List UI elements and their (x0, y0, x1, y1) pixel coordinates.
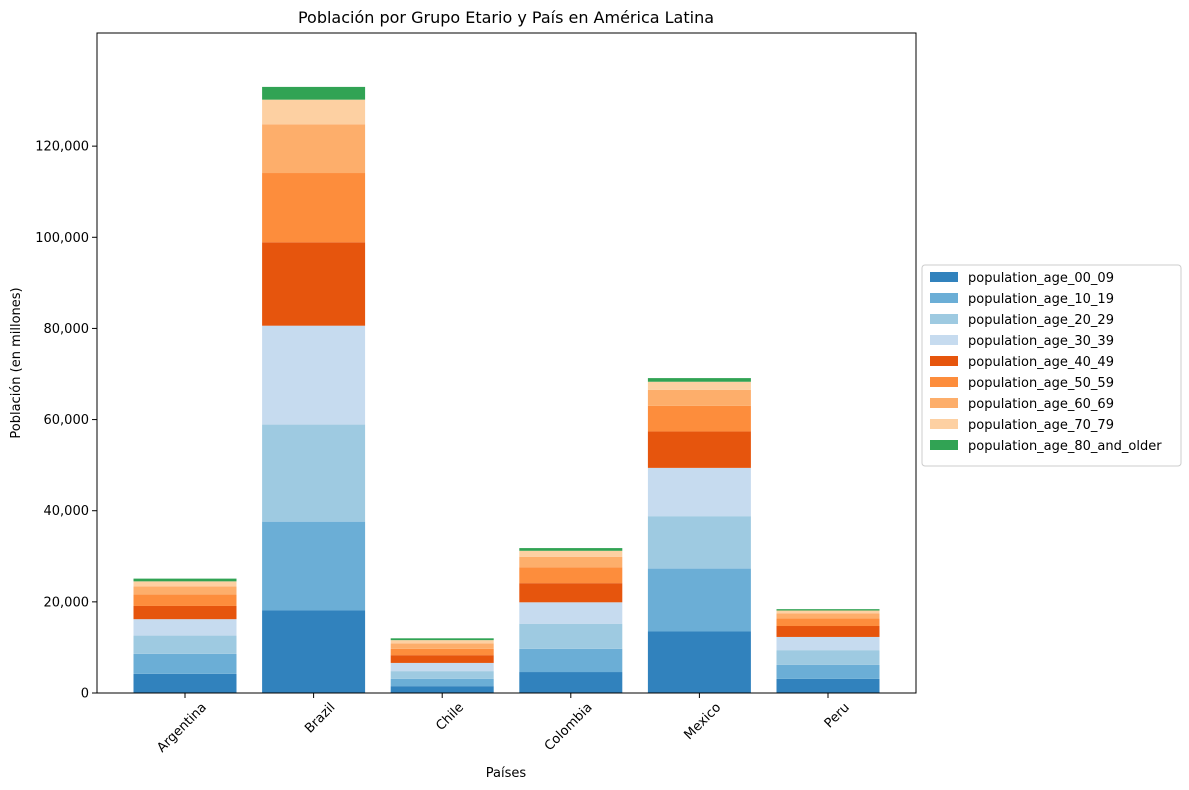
bar-colombia-population_age_30_39 (519, 602, 623, 624)
bar-brazil-population_age_30_39 (262, 325, 366, 425)
bar-argentina-population_age_30_39 (133, 619, 237, 636)
bar-peru-population_age_40_49 (776, 626, 880, 637)
bar-mexico-population_age_40_49 (647, 431, 751, 468)
x-axis: Argentina Brazil Chile Colombia Mexico Peru (154, 693, 853, 756)
legend-swatch-population_age_60_69 (930, 398, 958, 408)
legend-swatch-population_age_20_29 (930, 314, 958, 324)
legend-label-population_age_50_59: population_age_50_59 (968, 376, 1114, 391)
bar-brazil-population_age_80_and_older (262, 86, 366, 100)
bar-mexico-population_age_50_59 (647, 405, 751, 432)
bar-argentina-population_age_80_and_older (133, 578, 237, 582)
legend-box (921, 264, 1182, 467)
y-tick-label: 100,000 (35, 231, 89, 246)
bars-layer (133, 86, 880, 693)
bar-colombia-population_age_80_and_older (519, 548, 623, 551)
bar-colombia-population_age_20_29 (519, 623, 623, 649)
legend-swatch-population_age_30_39 (930, 335, 958, 345)
bar-colombia-population_age_40_49 (519, 583, 623, 603)
bar-mexico-population_age_10_19 (647, 568, 751, 632)
legend-swatch-population_age_40_49 (930, 356, 958, 366)
plot-frame (96, 32, 917, 694)
bar-mexico-population_age_00_09 (647, 631, 751, 693)
x-tick-label-chile: Chile (433, 700, 467, 734)
bar-argentina-population_age_00_09 (133, 673, 237, 693)
bar-colombia-population_age_60_69 (519, 556, 623, 568)
x-tick-label-colombia: Colombia (542, 700, 596, 754)
bar-colombia-population_age_10_19 (519, 648, 623, 673)
x-axis-label: Países (486, 766, 527, 781)
y-tick-label: 0 (81, 687, 89, 702)
bar-colombia-population_age_70_79 (519, 550, 623, 557)
legend: population_age_00_09 population_age_10_19… (921, 264, 1182, 467)
bar-chile-population_age_60_69 (390, 643, 494, 649)
bar-chile-population_age_70_79 (390, 640, 494, 644)
legend-swatch-population_age_10_19 (930, 293, 958, 303)
bar-chile-population_age_00_09 (390, 686, 494, 693)
y-tick-label: 120,000 (35, 140, 89, 155)
y-axis: 0 20,000 40,000 60,000 80,000 100,000 120,000 (35, 140, 97, 702)
bar-argentina-population_age_70_79 (133, 581, 237, 587)
bar-chile-population_age_20_29 (390, 671, 494, 679)
legend-swatch-population_age_00_09 (930, 272, 958, 282)
legend-swatch-population_age_50_59 (930, 377, 958, 387)
bar-peru-population_age_70_79 (776, 610, 880, 614)
bar-mexico-population_age_30_39 (647, 467, 751, 517)
bar-brazil-population_age_20_29 (262, 424, 366, 522)
bar-argentina-population_age_60_69 (133, 586, 237, 595)
bar-colombia-population_age_00_09 (519, 672, 623, 693)
y-tick-label: 60,000 (44, 413, 90, 428)
legend-label-population_age_20_29: population_age_20_29 (968, 313, 1114, 328)
legend-label-population_age_30_39: population_age_30_39 (968, 334, 1114, 349)
x-tick-label-brazil: Brazil (302, 700, 338, 736)
bar-peru-population_age_20_29 (776, 650, 880, 665)
bar-argentina-population_age_20_29 (133, 635, 237, 654)
bar-brazil-population_age_60_69 (262, 124, 366, 174)
bar-peru-population_age_10_19 (776, 664, 880, 679)
bar-brazil-population_age_00_09 (262, 610, 366, 693)
bar-chile-population_age_30_39 (390, 662, 494, 672)
legend-label-population_age_00_09: population_age_00_09 (968, 271, 1114, 286)
bar-brazil-population_age_50_59 (262, 173, 366, 243)
bar-argentina-population_age_40_49 (133, 605, 237, 620)
bar-peru-population_age_50_59 (776, 618, 880, 627)
bar-brazil-population_age_40_49 (262, 242, 366, 326)
bar-chile-population_age_80_and_older (390, 638, 494, 641)
y-tick-label: 20,000 (44, 595, 90, 610)
bar-mexico-population_age_60_69 (647, 389, 751, 406)
y-tick-label: 40,000 (44, 504, 90, 519)
y-tick-label: 80,000 (44, 322, 90, 337)
legend-label-population_age_10_19: population_age_10_19 (968, 292, 1114, 307)
bar-brazil-population_age_10_19 (262, 521, 366, 611)
bar-peru-population_age_60_69 (776, 613, 880, 619)
bar-mexico-population_age_20_29 (647, 516, 751, 569)
bar-chile-population_age_50_59 (390, 648, 494, 656)
x-tick-label-argentina: Argentina (154, 700, 209, 755)
bar-chile-population_age_40_49 (390, 655, 494, 663)
bar-brazil-population_age_70_79 (262, 99, 366, 125)
legend-label-population_age_80_and_older: population_age_80_and_older (968, 439, 1162, 454)
bar-peru-population_age_80_and_older (776, 609, 880, 611)
bar-mexico-population_age_80_and_older (647, 378, 751, 382)
x-tick-label-peru: Peru (822, 700, 853, 731)
y-axis-label: Población (en millones) (9, 287, 24, 438)
bar-peru-population_age_30_39 (776, 636, 880, 651)
bar-mexico-population_age_70_79 (647, 381, 751, 390)
legend-swatch-population_age_70_79 (930, 419, 958, 429)
bar-argentina-population_age_10_19 (133, 653, 237, 674)
bar-peru-population_age_00_09 (776, 678, 880, 693)
x-tick-label-mexico: Mexico (682, 700, 725, 743)
chart-title: Población por Grupo Etario y País en Amé… (298, 8, 714, 27)
legend-label-population_age_40_49: population_age_40_49 (968, 355, 1114, 370)
legend-label-population_age_60_69: population_age_60_69 (968, 397, 1114, 412)
legend-label-population_age_70_79: population_age_70_79 (968, 418, 1114, 433)
legend-swatch-population_age_80_and_older (930, 440, 958, 450)
bar-argentina-population_age_50_59 (133, 594, 237, 606)
bar-chile-population_age_10_19 (390, 678, 494, 687)
bar-colombia-population_age_50_59 (519, 567, 623, 584)
